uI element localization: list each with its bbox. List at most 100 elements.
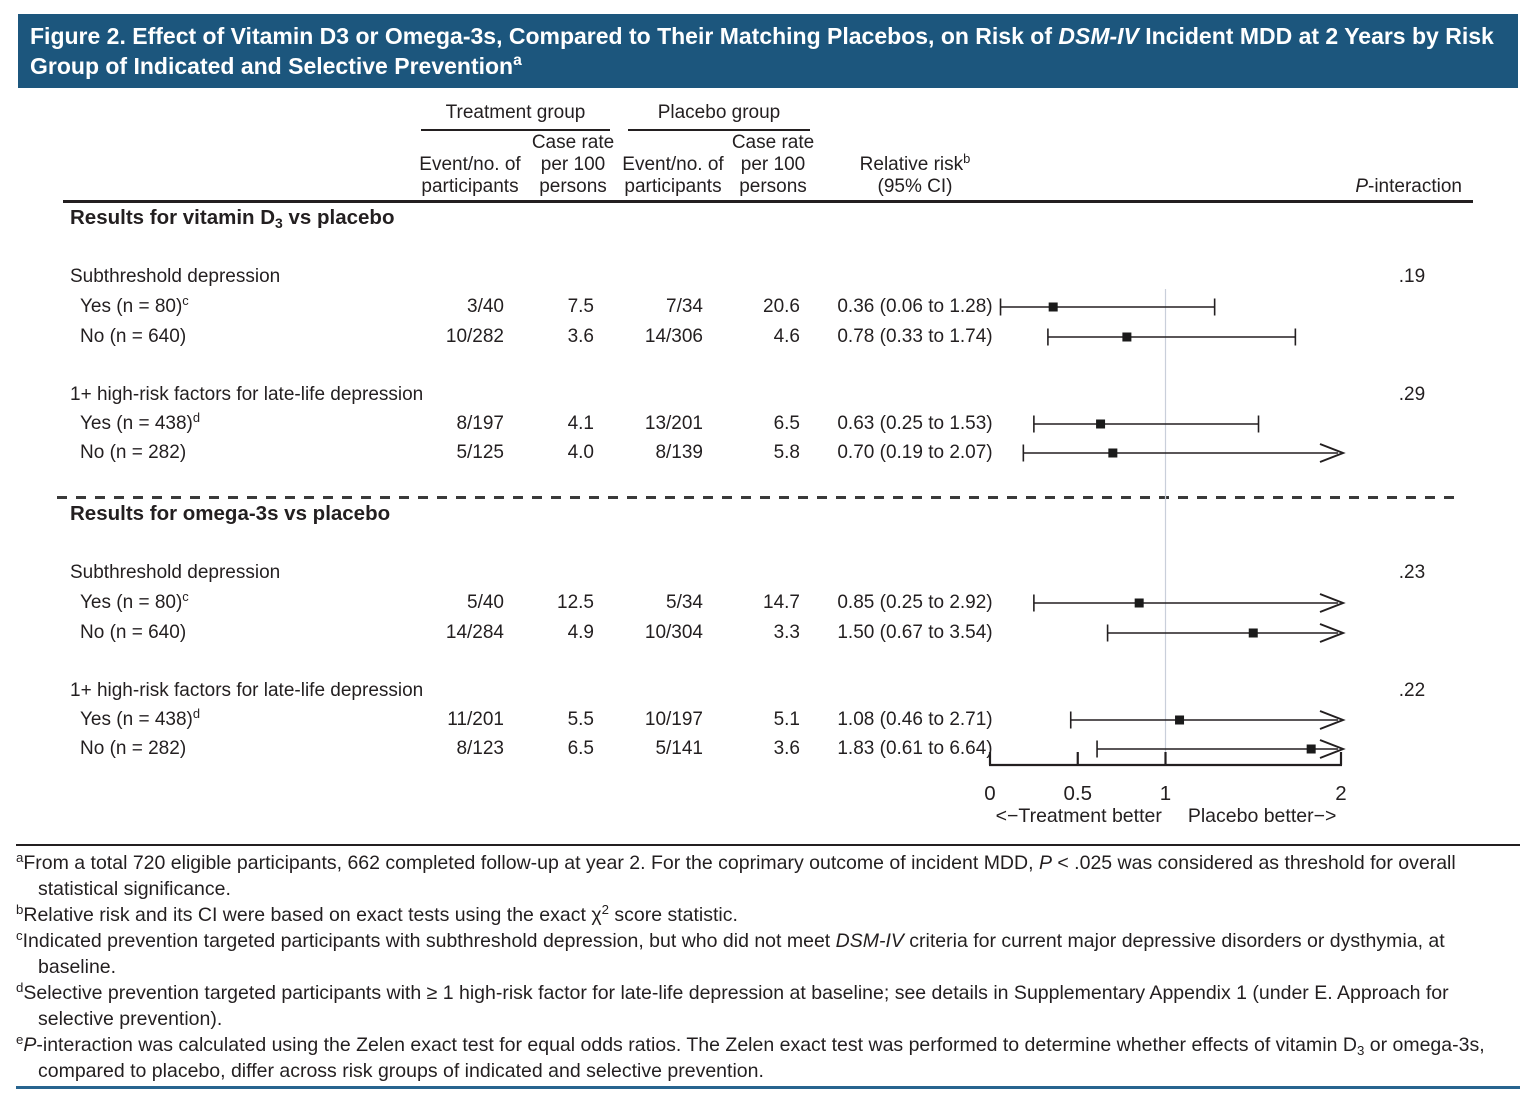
footnote: eP-interaction was calculated using the … — [16, 1031, 1485, 1082]
cell-treatment-events: 10/282 — [445, 326, 504, 347]
cell-treatment-rate: 12.5 — [557, 592, 594, 613]
estimate-marker — [1306, 744, 1316, 754]
cell-placebo-rate: 5.8 — [773, 442, 800, 463]
ci-arrow-right — [1319, 593, 1346, 613]
cell-treatment-events: 5/40 — [467, 592, 504, 613]
ci-arrow-right — [1319, 443, 1346, 463]
col-header-treatment-rate: Case rate per 100 persons — [531, 132, 615, 197]
row-label: Yes (n = 438)d — [80, 705, 201, 730]
row-label: No (n = 640) — [80, 622, 187, 643]
estimate-marker — [1122, 332, 1132, 342]
cell-treatment-events: 8/197 — [456, 413, 504, 434]
row-label: Yes (n = 80)c — [80, 292, 189, 317]
cell-placebo-rate: 5.1 — [773, 709, 800, 730]
cell-placebo-events: 7/34 — [666, 296, 703, 317]
axis-caption-treatment-better: <−Treatment better — [995, 805, 1162, 827]
x-axis-tick-label: 1 — [1160, 782, 1171, 805]
footnote: aFrom a total 720 eligible participants,… — [16, 849, 1456, 900]
x-axis-tick-label: 0 — [984, 782, 995, 805]
p-interaction-value: .29 — [1398, 384, 1426, 405]
cell-relative-risk: 0.78 (0.33 to 1.74) — [837, 326, 993, 347]
row-label: No (n = 640) — [80, 326, 187, 347]
row-label: No (n = 282) — [80, 738, 187, 759]
cell-treatment-events: 8/123 — [456, 738, 504, 759]
cell-relative-risk: 1.50 (0.67 to 3.54) — [837, 622, 993, 643]
cell-treatment-rate: 5.5 — [567, 709, 594, 730]
cell-placebo-events: 5/34 — [666, 592, 703, 613]
p-interaction-value: .19 — [1398, 266, 1426, 287]
footnote: bRelative risk and its CI were based on … — [16, 901, 738, 926]
estimate-marker — [1175, 715, 1185, 725]
placebo-group-underline — [628, 129, 810, 131]
col-header-p-interaction: P-interaction — [1355, 176, 1462, 197]
section-divider-dashed — [57, 496, 1463, 499]
cell-relative-risk: 1.83 (0.61 to 6.64) — [837, 738, 993, 759]
estimate-marker — [1134, 598, 1144, 608]
row-label: Yes (n = 438)d — [80, 409, 201, 434]
x-axis-tick-label: 0.5 — [1064, 782, 1093, 805]
row-label: Yes (n = 80)c — [80, 588, 189, 613]
placebo-group-header: Placebo group — [657, 102, 781, 123]
axis-caption: <−Treatment better Placebo better−> — [916, 805, 1416, 828]
axis-caption-placebo-better: Placebo better−> — [1187, 805, 1337, 827]
cell-placebo-events: 5/141 — [655, 738, 703, 759]
ci-arrow-right — [1319, 623, 1346, 643]
cell-treatment-rate: 4.1 — [567, 413, 594, 434]
cell-relative-risk: 0.63 (0.25 to 1.53) — [837, 413, 993, 434]
cell-treatment-events: 5/125 — [456, 442, 504, 463]
cell-treatment-rate: 7.5 — [567, 296, 594, 317]
footnote: dSelective prevention targeted participa… — [16, 979, 1449, 1030]
treatment-group-header: Treatment group — [445, 102, 586, 123]
p-interaction-value: .22 — [1398, 680, 1426, 701]
risk-group-label: 1+ high-risk factors for late-life depre… — [70, 384, 424, 405]
cell-placebo-rate: 3.3 — [773, 622, 800, 643]
header-rule — [63, 200, 1473, 203]
figure-title-bar: Figure 2. Effect of Vitamin D3 or Omega-… — [18, 14, 1518, 88]
estimate-marker — [1096, 419, 1106, 429]
cell-placebo-events: 8/139 — [655, 442, 703, 463]
cell-treatment-events: 14/284 — [445, 622, 504, 643]
cell-placebo-rate: 20.6 — [763, 296, 800, 317]
treatment-group-underline — [421, 129, 610, 131]
footnote-divider — [16, 844, 1520, 846]
cell-placebo-events: 13/201 — [644, 413, 703, 434]
cell-treatment-events: 3/40 — [467, 296, 504, 317]
cell-placebo-events: 14/306 — [644, 326, 703, 347]
col-header-placebo-events: Event/no. of participants — [622, 154, 724, 197]
bottom-border-rule — [16, 1086, 1520, 1089]
cell-treatment-rate: 4.9 — [567, 622, 594, 643]
cell-relative-risk: 1.08 (0.46 to 2.71) — [837, 709, 993, 730]
footnotes: aFrom a total 720 eligible participants,… — [16, 850, 1522, 1084]
cell-treatment-rate: 3.6 — [567, 326, 594, 347]
estimate-marker — [1248, 628, 1258, 638]
section-title: Results for omega-3s vs placebo — [70, 502, 391, 525]
col-header-treatment-events: Event/no. of participants — [419, 154, 521, 197]
cell-placebo-rate: 3.6 — [773, 738, 800, 759]
cell-placebo-rate: 6.5 — [773, 413, 800, 434]
cell-relative-risk: 0.36 (0.06 to 1.28) — [837, 296, 993, 317]
risk-group-label: 1+ high-risk factors for late-life depre… — [70, 680, 424, 701]
ci-arrow-right — [1319, 710, 1346, 730]
cell-treatment-rate: 6.5 — [567, 738, 594, 759]
col-header-relative-risk: Relative riskb (95% CI) — [859, 150, 971, 197]
section-title: Results for vitamin D3 vs placebo — [70, 206, 395, 231]
cell-relative-risk: 0.70 (0.19 to 2.07) — [837, 442, 993, 463]
cell-placebo-events: 10/197 — [644, 709, 703, 730]
risk-group-label: Subthreshold depression — [70, 562, 281, 583]
col-header-placebo-rate: Case rate per 100 persons — [731, 132, 815, 197]
row-label: No (n = 282) — [80, 442, 187, 463]
cell-treatment-rate: 4.0 — [567, 442, 594, 463]
cell-placebo-events: 10/304 — [644, 622, 703, 643]
p-interaction-value: .23 — [1398, 562, 1426, 583]
cell-relative-risk: 0.85 (0.25 to 2.92) — [837, 592, 993, 613]
estimate-marker — [1048, 302, 1058, 312]
ci-arrow-right — [1319, 739, 1346, 759]
cell-placebo-rate: 14.7 — [763, 592, 800, 613]
x-axis-tick-label: 2 — [1335, 782, 1346, 805]
estimate-marker — [1108, 448, 1118, 458]
risk-group-label: Subthreshold depression — [70, 266, 281, 287]
footnote: cIndicated prevention targeted participa… — [16, 927, 1445, 978]
cell-placebo-rate: 4.6 — [773, 326, 800, 347]
cell-treatment-events: 11/201 — [447, 709, 504, 730]
